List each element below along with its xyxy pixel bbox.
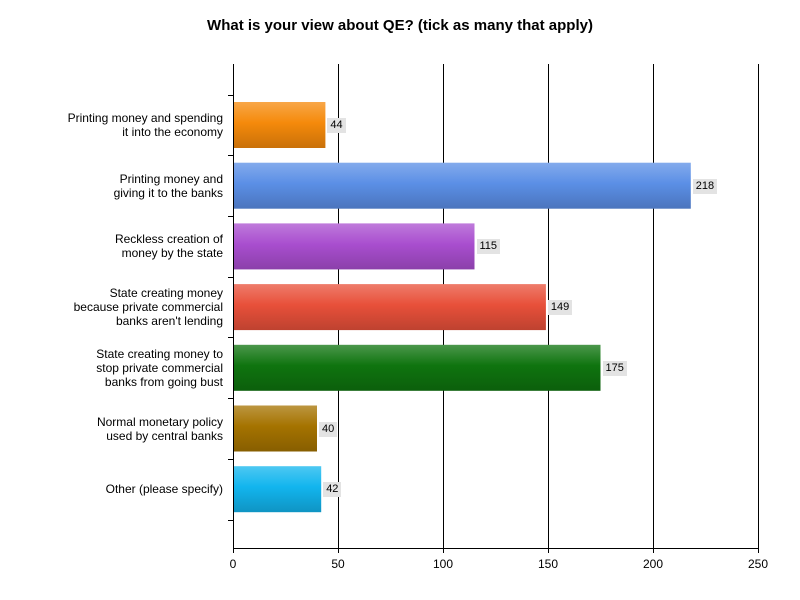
category-label: Normal monetary policy used by central b… [96, 414, 223, 443]
data-label: 40 [319, 421, 338, 437]
x-tick-label: 150 [537, 557, 559, 571]
data-label: 218 [692, 178, 718, 194]
category-label: Printing money and spending it into the … [67, 111, 223, 139]
category-label: Printing money and giving it to the bank… [113, 171, 223, 200]
data-label: 175 [602, 360, 627, 376]
x-tick-label: 50 [331, 557, 345, 571]
data-label: 115 [476, 239, 501, 255]
x-tick-label: 100 [432, 557, 454, 571]
data-label: 44 [327, 118, 346, 133]
bar [234, 102, 326, 148]
bar [234, 466, 322, 513]
category-label: State creating money to stop private com… [96, 346, 223, 389]
bar [234, 405, 317, 452]
data-label: 149 [547, 300, 573, 316]
chart-title: What is your view about QE? (tick as man… [207, 17, 593, 34]
bar [234, 162, 691, 209]
category-label: State creating money because private com… [73, 286, 223, 329]
bar [234, 284, 546, 331]
bar [234, 344, 601, 391]
category-label: Reckless creation of money by the state [114, 232, 223, 261]
x-tick-label: 250 [747, 557, 769, 571]
axes [228, 64, 759, 553]
bars [234, 102, 691, 513]
bar [234, 223, 475, 270]
category-label: Other (please specify) [105, 482, 223, 497]
x-tick-label: 200 [642, 557, 664, 571]
data-label: 42 [323, 482, 342, 498]
x-tick-label: 0 [229, 557, 237, 571]
